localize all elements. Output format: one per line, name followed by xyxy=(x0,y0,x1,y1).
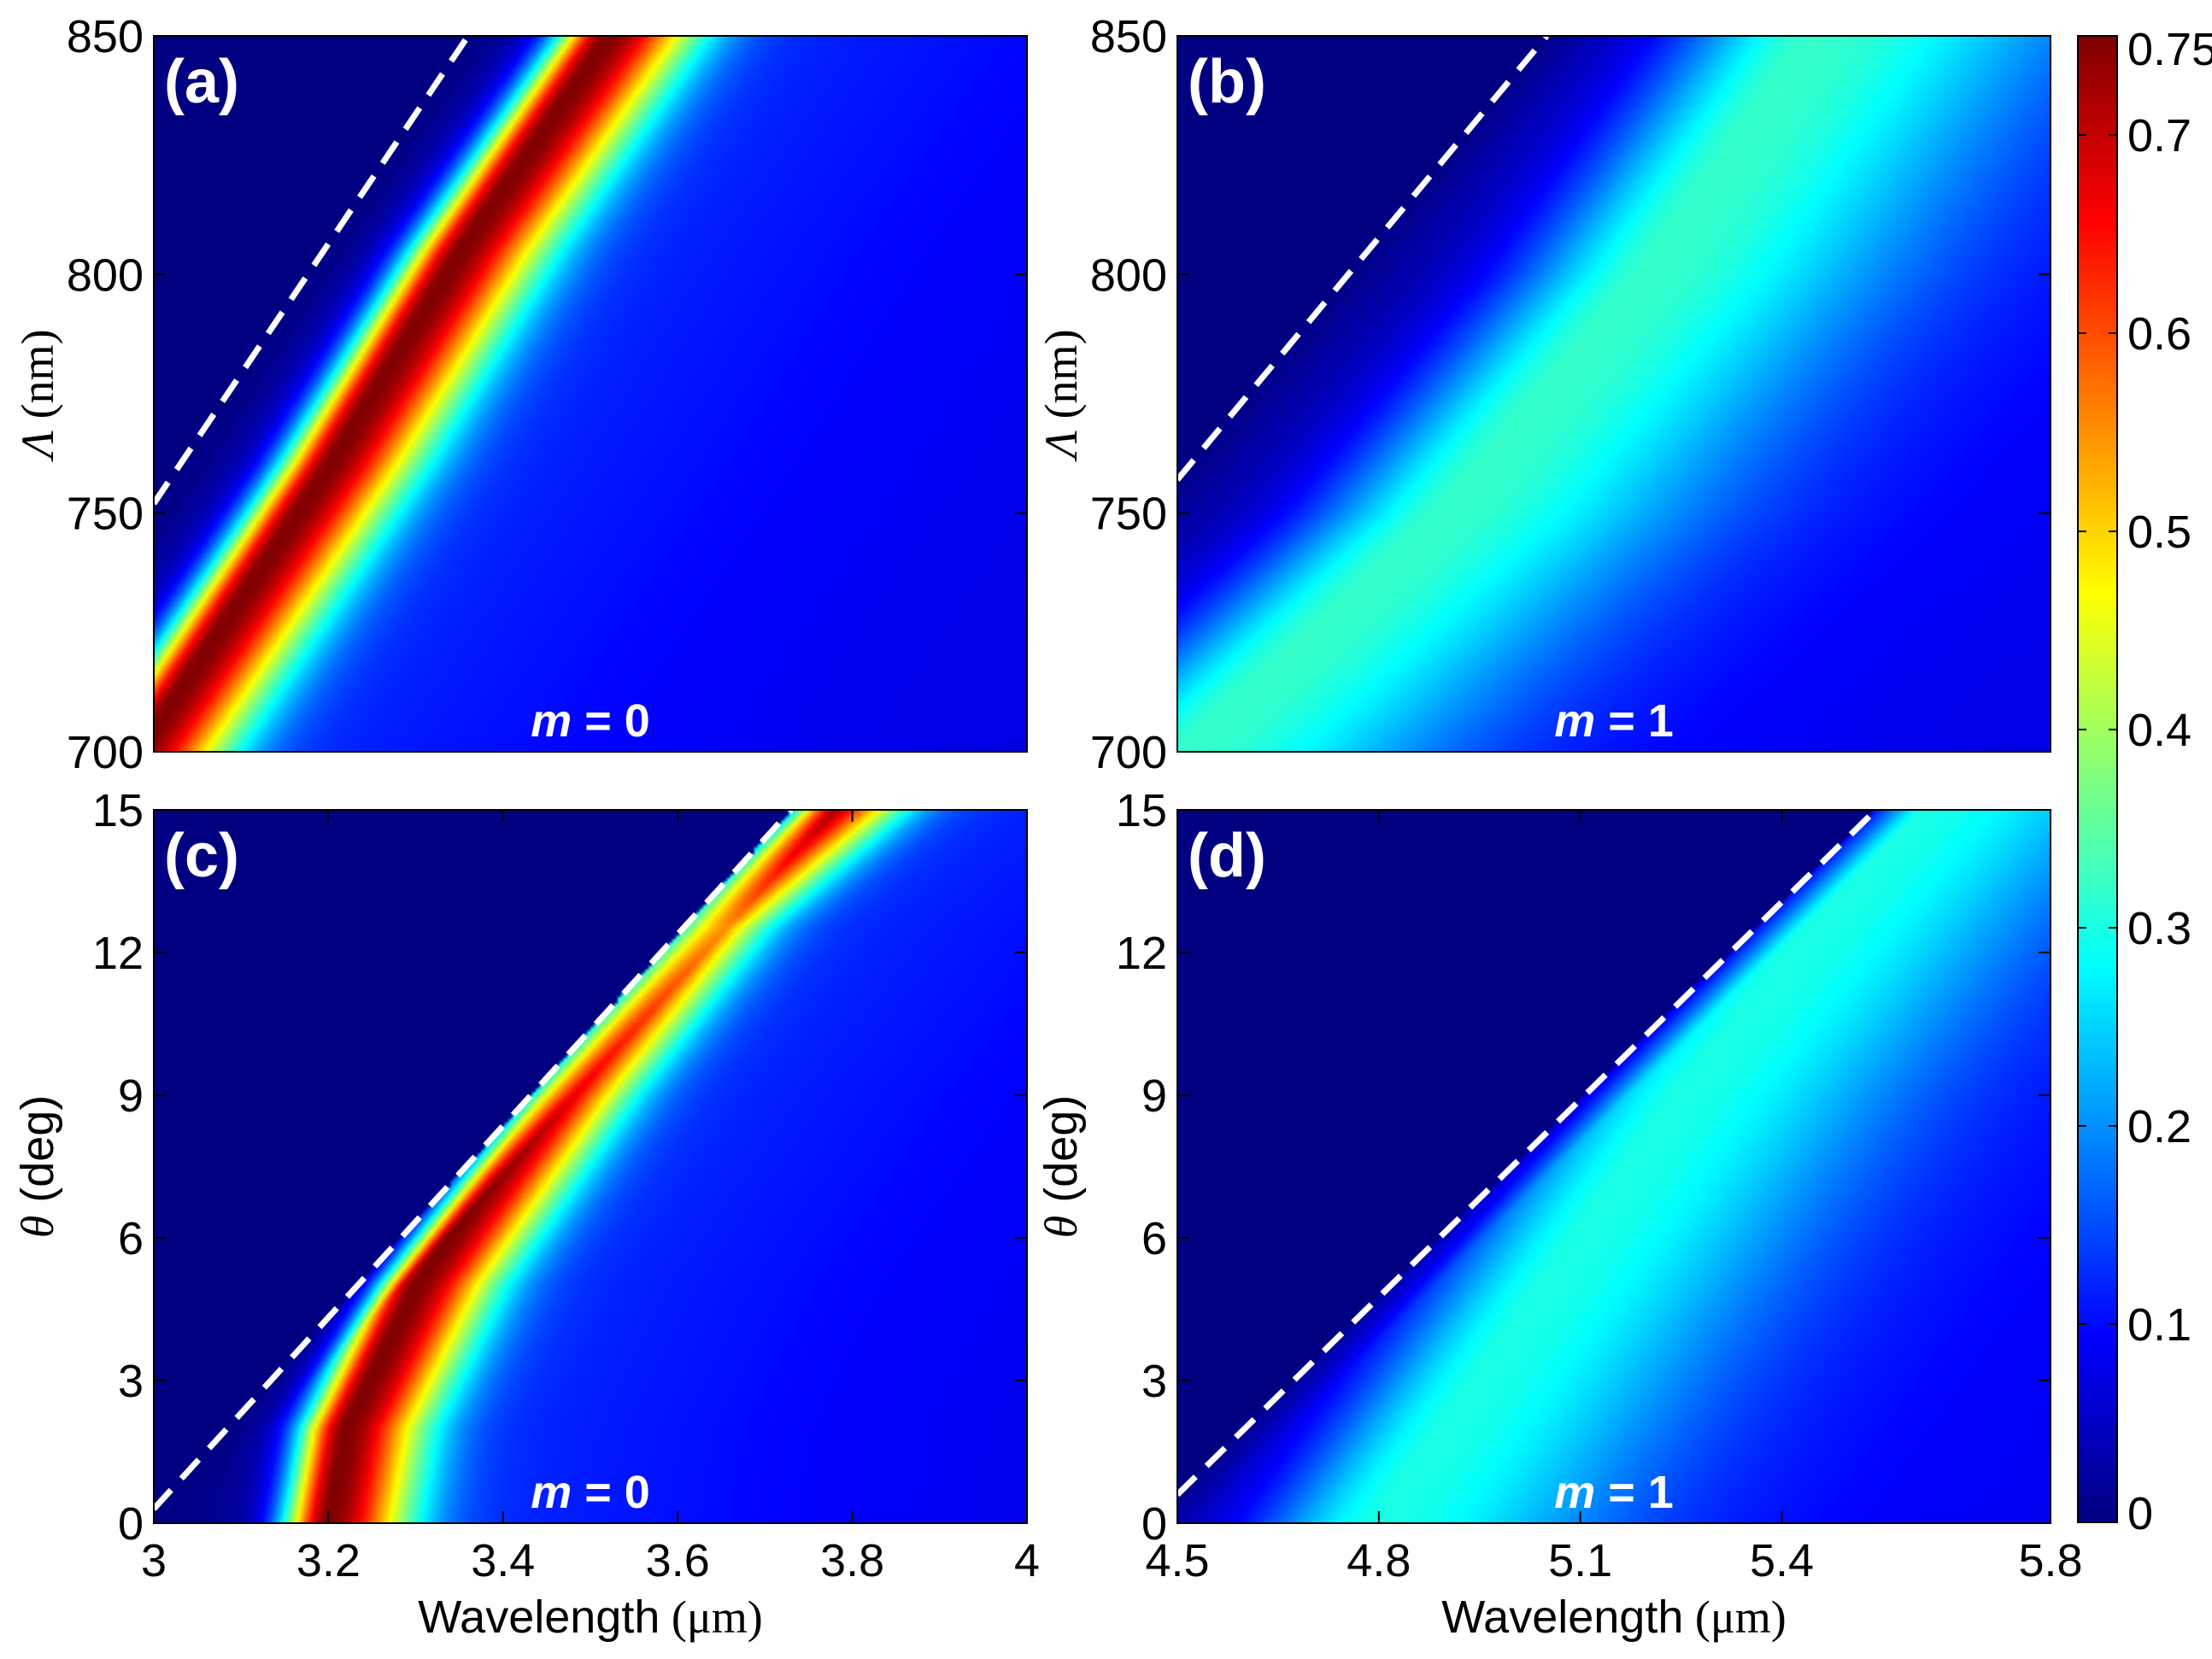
xtick-label: 3.6 xyxy=(646,1535,710,1586)
colorbar-tick-label: 0.75 xyxy=(2127,24,2212,75)
xlabel-unit: (μm) xyxy=(660,1592,762,1643)
mode-var: m xyxy=(1554,695,1595,747)
ytick-label: 3 xyxy=(1141,1356,1167,1407)
mode-value: = 1 xyxy=(1595,1467,1674,1518)
xlabel-unit: (μm) xyxy=(1683,1592,1786,1643)
ytick-label: 0 xyxy=(1141,1498,1167,1550)
mode-label-a: m = 0 xyxy=(531,695,650,747)
light-line-c xyxy=(151,807,794,1511)
ylabel-c: θ (deg) xyxy=(12,1095,63,1239)
heatmap-b xyxy=(1177,36,2051,752)
colorbar-tick-label: 0.2 xyxy=(2127,1101,2191,1152)
xtick-label: 3.2 xyxy=(296,1535,361,1586)
mode-var: m xyxy=(1554,1467,1595,1518)
colorbar-tick-label: 0.3 xyxy=(2127,903,2191,954)
ytick-label: 15 xyxy=(1116,785,1167,836)
panel-label-a: (a) xyxy=(164,48,239,116)
ytick-label: 6 xyxy=(118,1213,144,1264)
panel-d: 0 3 6 9 12 15 4.5 4.8 5.1 5.4 5.8 θ (deg) Wavelength… xyxy=(1036,785,2083,1643)
light-line-b xyxy=(1175,33,1550,482)
mode-label-c: m = 0 xyxy=(531,1467,650,1518)
ytick-label: 700 xyxy=(67,727,144,778)
ylabel-symbol: θ xyxy=(1036,1216,1087,1239)
axes-frame-a xyxy=(153,35,1028,753)
xtick-label: 4.5 xyxy=(1145,1535,1209,1586)
ylabel-unit: (nm) xyxy=(12,329,63,430)
colorbar: 0 0.1 0.2 0.3 0.4 0.5 0.6 0.7 0.75 xyxy=(2077,24,2212,1539)
axes-frame-c xyxy=(153,809,1028,1524)
ytick-label: 0 xyxy=(118,1498,144,1550)
light-line-a xyxy=(151,34,471,506)
colorbar-tick-label: 0.7 xyxy=(2127,110,2191,161)
mode-value: = 0 xyxy=(572,1467,650,1518)
axes-frame-b xyxy=(1176,35,2051,753)
heatmap-a xyxy=(154,36,1027,752)
ytick-label: 9 xyxy=(1141,1070,1167,1122)
ytick-label: 12 xyxy=(1116,928,1167,979)
ytick-label: 3 xyxy=(118,1356,144,1407)
ytick-label: 12 xyxy=(92,928,144,979)
colorbar-tick-label: 0 xyxy=(2127,1488,2153,1539)
ylabel-unit: (nm) xyxy=(1036,329,1087,430)
colorbar-tick-label: 0.6 xyxy=(2127,308,2191,360)
mode-label-d: m = 1 xyxy=(1554,1467,1674,1518)
mode-label-b: m = 1 xyxy=(1554,695,1674,747)
ytick-label: 850 xyxy=(1090,11,1167,62)
ylabel-d: θ (deg) xyxy=(1036,1095,1087,1239)
ytick-label: 700 xyxy=(1090,727,1167,778)
ylabel-unit: (deg) xyxy=(12,1095,63,1216)
xlabel-text: Wavelength xyxy=(418,1592,660,1643)
colorbar-tick-label: 0.1 xyxy=(2127,1299,2191,1351)
panel-a: 700 750 800 850 Λ (nm) (a) m = 0 xyxy=(12,11,1028,778)
ylabel-symbol: θ xyxy=(12,1216,63,1239)
ytick-label: 850 xyxy=(67,11,144,62)
xlabel-text: Wavelength xyxy=(1441,1592,1683,1643)
ytick-label: 9 xyxy=(118,1070,144,1122)
ytick-label: 750 xyxy=(1090,489,1167,540)
ytick-label: 6 xyxy=(1141,1213,1167,1264)
panel-label-b: (b) xyxy=(1188,48,1266,116)
ylabel-a: Λ (nm) xyxy=(12,329,63,462)
ylabel-symbol: Λ xyxy=(12,431,63,463)
ytick-label: 800 xyxy=(1090,249,1167,301)
ytick-label: 800 xyxy=(67,249,144,301)
xlabel-c: Wavelength (μm) xyxy=(418,1592,763,1643)
ytick-label: 15 xyxy=(92,785,144,836)
colorbar-tick-label: 0.5 xyxy=(2127,507,2191,558)
xtick-label: 3.4 xyxy=(471,1535,535,1586)
heatmap-d xyxy=(1177,810,2051,1523)
xtick-label: 3 xyxy=(141,1535,167,1586)
panel-label-d: (d) xyxy=(1188,822,1266,890)
mode-var: m xyxy=(531,1467,572,1518)
ytick-label: 750 xyxy=(67,489,144,540)
mode-value: = 0 xyxy=(572,695,650,747)
xtick-label: 5.8 xyxy=(2018,1535,2082,1586)
ylabel-symbol: Λ xyxy=(1036,431,1087,463)
colorbar-tick-label: 0.4 xyxy=(2127,705,2191,756)
xtick-label: 5.1 xyxy=(1548,1535,1612,1586)
xtick-label: 4.8 xyxy=(1347,1535,1411,1586)
heatmap-c xyxy=(154,810,1027,1523)
mode-value: = 1 xyxy=(1595,695,1674,747)
xtick-label: 5.4 xyxy=(1750,1535,1814,1586)
colorbar-frame xyxy=(2077,35,2118,1523)
xlabel-d: Wavelength (μm) xyxy=(1441,1592,1787,1643)
panel-b: 700 750 800 850 Λ (nm) (b) m = 1 xyxy=(1036,11,2051,778)
axes-frame-d xyxy=(1176,809,2051,1524)
xtick-label: 3.8 xyxy=(820,1535,884,1586)
panel-label-c: (c) xyxy=(164,822,239,890)
xtick-label: 4 xyxy=(1014,1535,1040,1586)
mode-var: m xyxy=(531,695,572,747)
colorbar-gradient xyxy=(2078,36,2117,1522)
ylabel-b: Λ (nm) xyxy=(1036,329,1087,462)
ylabel-unit: (deg) xyxy=(1036,1095,1087,1216)
